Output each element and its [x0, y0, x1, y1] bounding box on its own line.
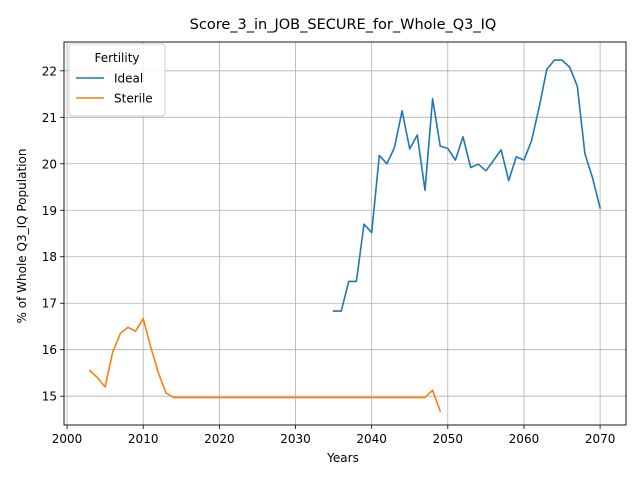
x-axis-label: Years — [326, 451, 359, 465]
y-tick-label: 18 — [42, 250, 57, 264]
plot-frame — [63, 41, 627, 426]
legend-label-ideal: Ideal — [114, 72, 143, 86]
x-tick-label: 2020 — [204, 432, 235, 446]
y-tick-label: 20 — [42, 157, 57, 171]
x-tick-label: 2040 — [356, 432, 387, 446]
y-tick-label: 17 — [42, 297, 57, 311]
y-tick-label: 22 — [42, 64, 57, 78]
grid — [64, 42, 626, 425]
series-lines — [88, 59, 602, 413]
x-tick-label: 2010 — [128, 432, 159, 446]
y-axis-label: % of Whole Q3_IQ Population — [15, 149, 29, 324]
series-line-ideal — [332, 59, 602, 312]
x-tick-label: 2030 — [280, 432, 311, 446]
legend-label-sterile: Sterile — [114, 92, 153, 106]
y-tick-label: 19 — [42, 204, 57, 218]
y-tick-label: 16 — [42, 343, 57, 357]
legend: Fertility Ideal Sterile — [68, 43, 166, 117]
chart-title: Score_3_in_JOB_SECURE_for_Whole_Q3_IQ — [190, 17, 497, 33]
x-tick-label: 2000 — [52, 432, 83, 446]
x-tick-label: 2060 — [509, 432, 540, 446]
series-line-sterile — [88, 317, 442, 413]
x-tick-label: 2050 — [433, 432, 464, 446]
y-tick-label: 15 — [42, 390, 57, 404]
x-tick-label: 2070 — [585, 432, 616, 446]
axis-ticks: 2000 2010 2020 2030 2040 2050 2060 2070 15 16 17 18… — [42, 64, 616, 446]
y-tick-label: 21 — [42, 111, 57, 125]
legend-title: Fertility — [94, 51, 139, 65]
